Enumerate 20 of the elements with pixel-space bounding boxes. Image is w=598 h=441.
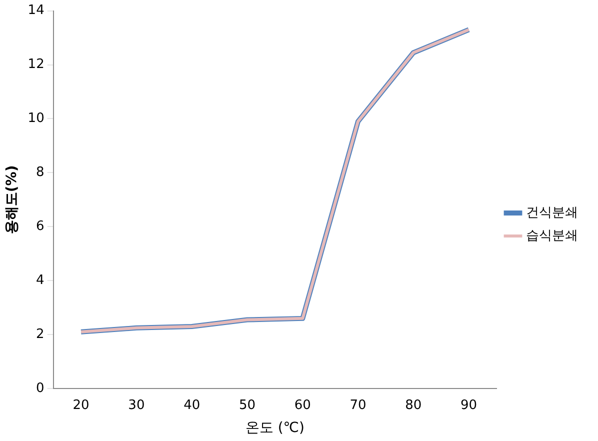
x-tick-label: 50	[238, 398, 256, 413]
y-tick-label: 10	[28, 111, 44, 126]
y-tick-label: 4	[36, 273, 44, 288]
x-tick-label: 60	[294, 398, 311, 413]
y-tick-label: 12	[28, 57, 44, 72]
x-tick-label: 80	[405, 398, 422, 413]
y-tick-label: 6	[36, 219, 44, 234]
x-tick-label: 20	[72, 398, 90, 413]
y-tick-label: 14	[28, 3, 44, 18]
y-tick-label: 2	[36, 327, 44, 342]
y-tick-label: 0	[36, 380, 44, 396]
x-tick-label: 40	[184, 398, 200, 413]
x-tick-label: 70	[350, 398, 366, 413]
legend-label: 습식분쇄	[526, 228, 578, 244]
y-tick-label: 8	[36, 165, 44, 180]
x-tick-label: 30	[128, 398, 145, 413]
legend-label: 건식분쇄	[526, 205, 578, 220]
x-tick-label: 90	[460, 398, 478, 413]
y-axis-title: 용해도(%)	[4, 165, 20, 234]
x-axis-title: 온도 (℃)	[245, 420, 304, 436]
